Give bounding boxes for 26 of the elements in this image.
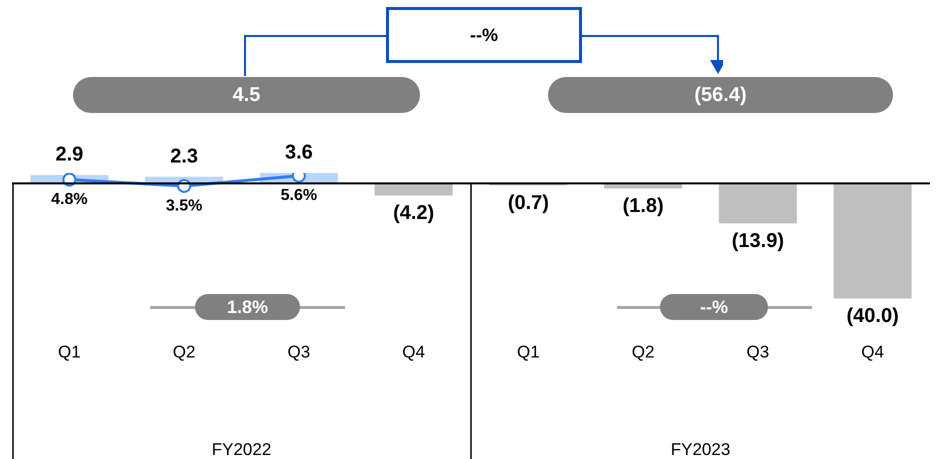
rounded-label: --% (660, 294, 768, 320)
data-label: 2.9 (55, 144, 84, 166)
x-tick-label: Q3 (288, 342, 310, 362)
data-label: (13.9) (732, 230, 784, 252)
rounded-label: 1.8% (195, 294, 300, 320)
x-tick-label: Q4 (861, 342, 884, 362)
rounded-label: 4.5 (73, 77, 420, 113)
text: FY2022 (212, 440, 272, 459)
data-label: 5.6% (280, 187, 318, 204)
rounded-label: (56.4) (548, 77, 893, 113)
x-tick-label: Q2 (172, 342, 196, 362)
data-label: 4.8% (51, 191, 88, 208)
x-tick-label: Q4 (402, 342, 425, 362)
data-label: (1.8) (622, 195, 664, 218)
x-tick-label: Q2 (632, 342, 654, 362)
data-label: 3.6 (284, 142, 313, 164)
data-label: 3.5% (166, 197, 202, 214)
data-label: (0.7) (508, 192, 549, 214)
x-tick-label: Q1 (58, 342, 81, 362)
x-tick-label: Q1 (517, 342, 540, 362)
data-label: (40.0) (846, 305, 899, 328)
data-label: (4.2) (393, 202, 434, 224)
text: FY2023 (670, 440, 730, 459)
data-label: 2.3 (170, 145, 198, 168)
text: --% (386, 7, 582, 63)
x-tick-label: Q3 (746, 342, 770, 362)
